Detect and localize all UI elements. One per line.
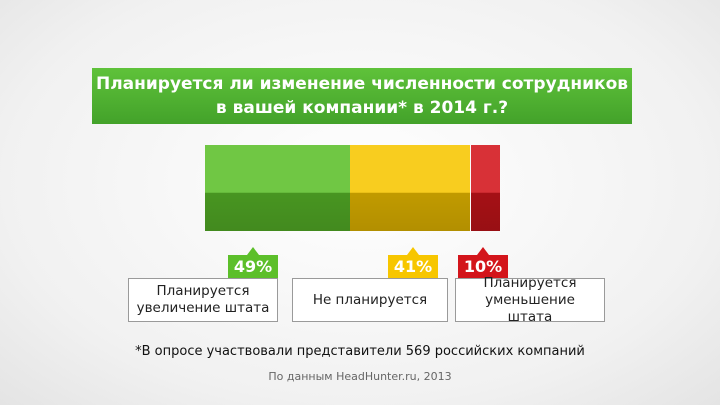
source: По данным HeadHunter.ru, 2013 [268,370,452,383]
bar-segment [205,145,350,231]
title-line: Планируется ли изменение численности сот… [95,74,629,94]
value-label: 49% [228,247,278,279]
bar-segment [470,145,500,231]
title-line: в вашей компании* в 2014 г.? [215,98,509,118]
chart-title: Планируется ли изменение численности сот… [92,68,632,124]
category-label: Планируется увеличение штата [128,278,278,322]
footnote: *В опросе участвовали представители 569 … [135,344,585,359]
value-label: 41% [388,247,438,279]
category-label: Не планируется [292,278,448,322]
value-label: 10% [458,247,508,279]
category-label: Планируется уменьшение штата [455,275,605,325]
bar-segment [349,145,471,231]
